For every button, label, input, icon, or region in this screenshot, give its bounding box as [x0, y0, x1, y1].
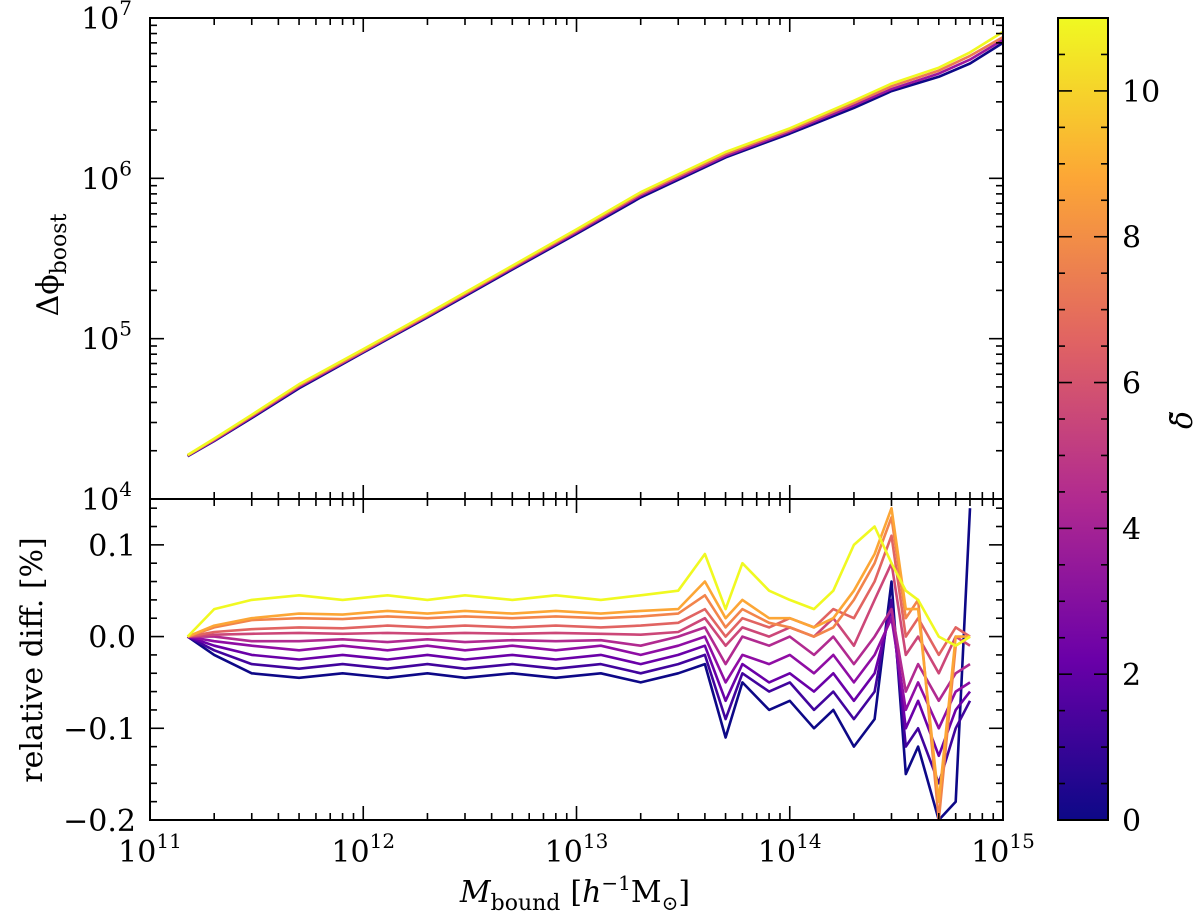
bottom-series-3 — [187, 616, 971, 730]
colorbar-gradient — [1058, 18, 1108, 820]
top-panel: 104 105 106 107 Δϕboost — [31, 0, 1004, 518]
colorbar: 0 2 4 6 8 10 δ̃ — [1057, 17, 1200, 839]
top-y-tick-label-2: 106 — [81, 156, 132, 197]
top-series-2 — [186, 35, 1003, 457]
top-series-0 — [186, 41, 1003, 458]
colorbar-ticks: 0 2 4 6 8 10 — [1058, 17, 1160, 839]
top-series-group — [186, 30, 1003, 458]
cbar-tick-label-3: 6 — [1122, 367, 1141, 402]
top-series-3 — [186, 30, 1003, 457]
cbar-tick-label-5: 10 — [1122, 75, 1160, 110]
cbar-tick-label-4: 8 — [1122, 221, 1141, 256]
top-y-tick-label-3: 107 — [81, 0, 132, 37]
x-tick-label-1: 1012 — [331, 829, 395, 870]
cbar-tick-label-0: 0 — [1122, 804, 1141, 839]
top-y-axis-label: Δϕboost — [31, 213, 72, 316]
top-y-tick-label-0: 104 — [81, 477, 132, 518]
bottom-series-6 — [187, 534, 971, 657]
bottom-y-tick-label-3: 0.1 — [88, 529, 136, 564]
x-tick-label-4: 1015 — [971, 829, 1035, 870]
top-series-1 — [186, 38, 1003, 457]
bottom-axes-frame — [149, 498, 1004, 821]
x-tick-label-3: 1014 — [758, 829, 822, 870]
cbar-tick-label-1: 2 — [1122, 658, 1141, 693]
bottom-y-tick-label-0: −0.2 — [63, 804, 136, 839]
bottom-y-tick-label-2: 0.0 — [88, 621, 136, 656]
bottom-series-8 — [187, 506, 970, 804]
bottom-y-axis-label: relative diff. [%] — [15, 537, 50, 783]
bottom-axis-ticks: 1011 1012 1013 1014 1015 −0.2 −0.1 0.0 0.1 — [63, 499, 1035, 870]
colorbar-label: δ̃ — [1165, 411, 1200, 429]
bottom-series-9 — [186, 525, 971, 648]
x-tick-label-0: 1011 — [118, 829, 182, 870]
x-tick-label-2: 1013 — [545, 829, 609, 870]
bottom-y-tick-label-1: −0.1 — [63, 712, 136, 747]
bottom-panel: 1011 1012 1013 1014 1015 −0.2 −0.1 0.0 0.1 relat… — [15, 498, 1035, 915]
top-axis-ticks: 104 105 106 107 — [81, 0, 1004, 518]
top-y-tick-label-1: 105 — [81, 317, 132, 358]
bottom-series-group — [186, 506, 972, 820]
bottom-series-5 — [187, 561, 971, 675]
bottom-series-4 — [187, 607, 971, 703]
cbar-tick-label-2: 4 — [1122, 512, 1141, 547]
x-axis-label: Mbound [h−1M⊙] — [459, 871, 690, 915]
